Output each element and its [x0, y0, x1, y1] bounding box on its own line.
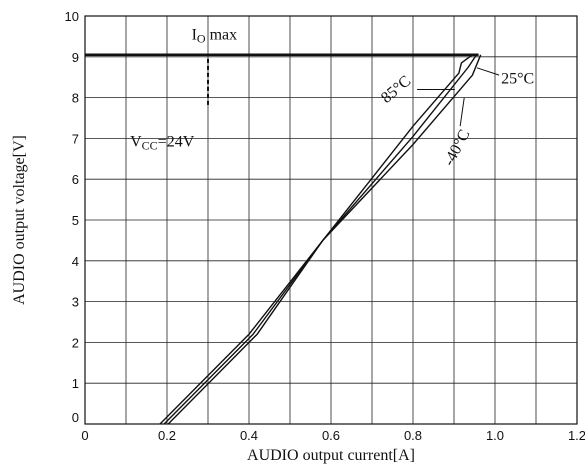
- io-max-label: IO max: [192, 27, 238, 46]
- leader-m40: [459, 97, 465, 127]
- x-tick-label: 1.2: [568, 428, 585, 443]
- series-line: [159, 54, 473, 425]
- y-tick-label: 2: [72, 335, 79, 350]
- y-tick-label: 9: [72, 50, 79, 65]
- grid: [85, 16, 577, 424]
- series-label-85: 85°C: [378, 72, 414, 106]
- y-tick-label: 3: [72, 295, 79, 310]
- y-tick-label: 8: [72, 91, 79, 106]
- x-tick-label: 1.0: [486, 428, 504, 443]
- tick-labels: 0 0.2 0.4 0.6 0.8 1.0 1.2 0 1 2 3 4 5 6 7 8 9 10: [65, 9, 585, 443]
- y-tick-label: 4: [72, 254, 79, 269]
- series-label-25: 25°C: [501, 70, 534, 87]
- x-axis-title: AUDIO output current[A]: [247, 447, 415, 464]
- x-tick-label: 0.2: [158, 428, 176, 443]
- y-axis-title: AUDIO output voltage[V]: [11, 135, 28, 305]
- y-tick-label: 0: [72, 410, 79, 425]
- series-line: [163, 54, 478, 425]
- x-tick-label: 0.6: [322, 428, 340, 443]
- y-tick-label: 6: [72, 172, 79, 187]
- series-label-m40: -40°C: [440, 127, 473, 169]
- series-layer: [85, 53, 482, 425]
- series-line: [167, 54, 482, 425]
- x-tick-label: 0.8: [404, 428, 422, 443]
- y-tick-label: 5: [72, 213, 79, 228]
- leader-25: [476, 67, 500, 76]
- x-tick-label: 0.4: [240, 428, 258, 443]
- plot-frame: [84, 15, 578, 425]
- y-tick-label: 7: [72, 131, 79, 146]
- x-tick-label: 0: [81, 428, 88, 443]
- y-tick-label: 10: [65, 9, 79, 24]
- y-tick-label: 1: [72, 376, 79, 391]
- vcc-label: VCC=24V: [130, 134, 195, 153]
